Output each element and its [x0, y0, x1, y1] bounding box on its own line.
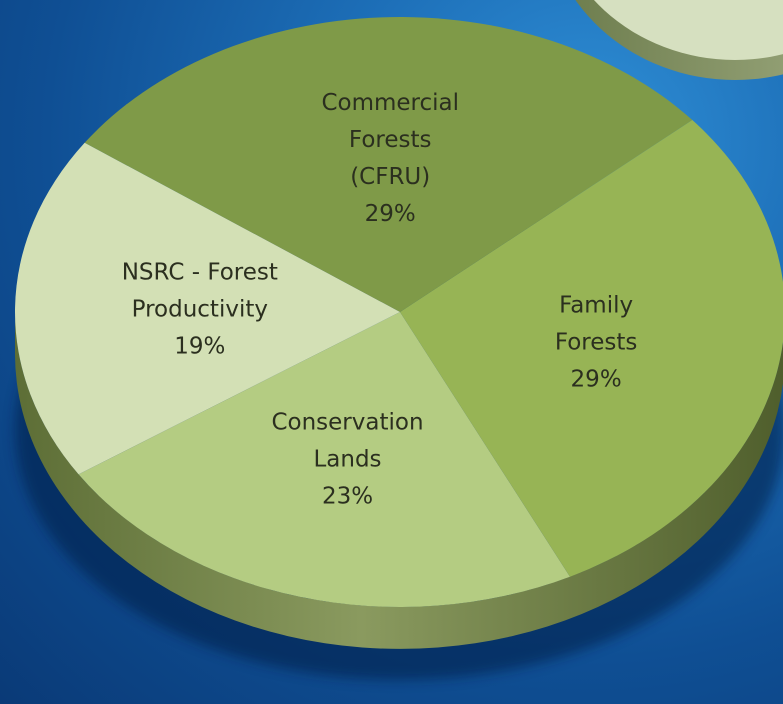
slice-label-2-line-1: Lands [313, 447, 381, 473]
pie-slice-1 [400, 120, 783, 577]
slice-label-3-line-0: NSRC - Forest [122, 259, 278, 285]
pie-slice-3 [15, 142, 400, 475]
slice-label-0-line-2: (CFRU) [350, 164, 430, 190]
pie-slice-2 [78, 312, 570, 608]
slice-label-2-line-0: Conservation [271, 410, 423, 436]
slice-label-2-line-2: 23% [322, 484, 373, 510]
slice-label-1-line-2: 29% [571, 366, 622, 392]
background-pie-fragment [575, 0, 783, 80]
pie-labels: Commercial Forests (CFRU) 29% Family Forests 2… [122, 90, 638, 510]
slice-label-1-line-1: Forests [555, 329, 638, 355]
pie-slice-0 [84, 17, 693, 313]
pie-slices [15, 17, 783, 608]
slice-label-3-line-2: 19% [174, 333, 225, 359]
slice-label-0-line-3: 29% [365, 201, 416, 227]
slice-label-0-line-0: Commercial [321, 90, 459, 116]
slice-label-1-line-0: Family [559, 292, 633, 318]
slice-label-0-line-1: Forests [349, 127, 432, 153]
slice-label-3-line-1: Productivity [132, 296, 268, 322]
